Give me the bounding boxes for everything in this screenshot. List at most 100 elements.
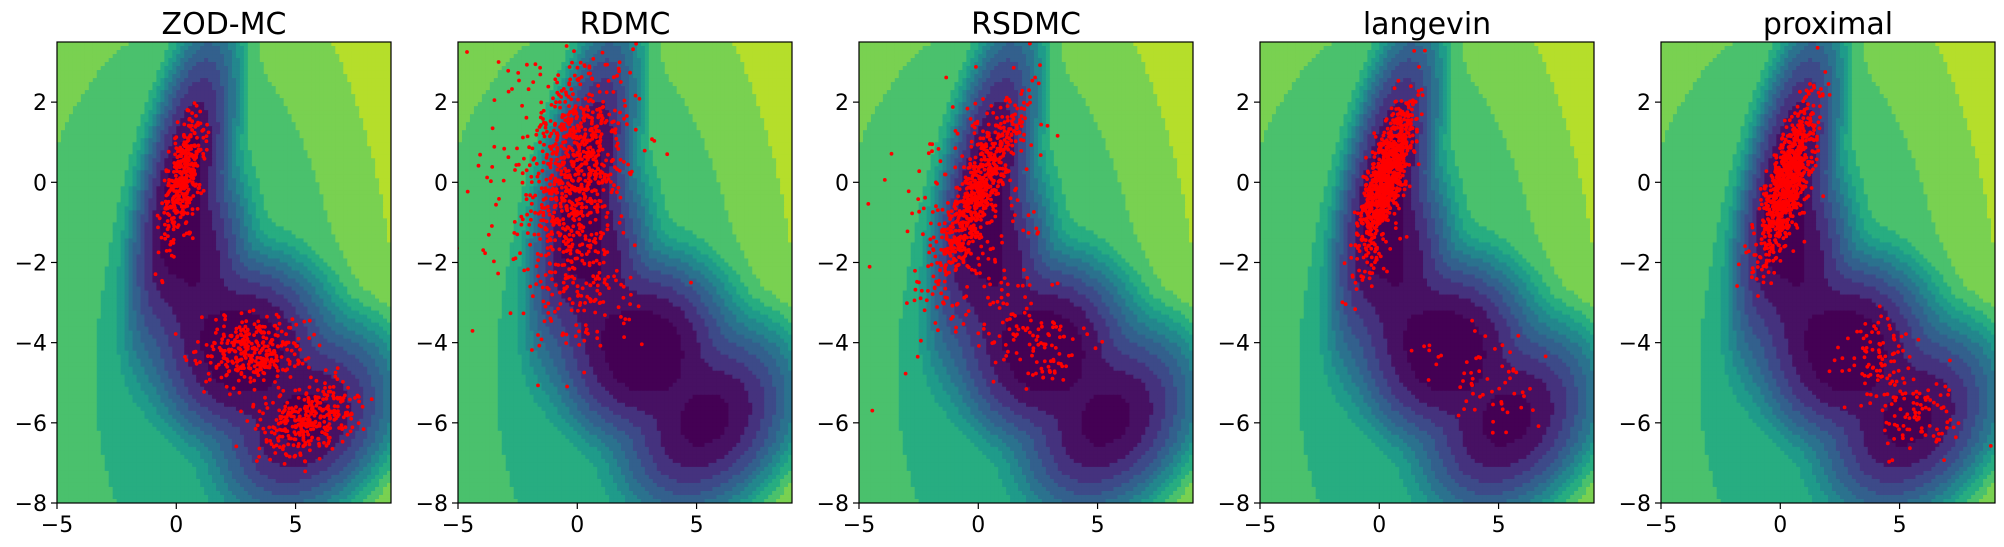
scatter-point — [1766, 199, 1771, 203]
scatter-point — [1373, 216, 1378, 220]
scatter-point — [271, 400, 275, 405]
scatter-point — [617, 168, 622, 173]
scatter-point — [246, 332, 251, 336]
scatter-point — [955, 185, 960, 190]
scatter-point — [490, 126, 495, 131]
scatter-point — [571, 224, 576, 229]
scatter-point — [1003, 343, 1008, 347]
scatter-point — [981, 136, 986, 141]
scatter-point — [1399, 99, 1404, 103]
scatter-point — [1759, 241, 1764, 246]
scatter-point — [1935, 427, 1939, 432]
scatter-point — [1050, 376, 1055, 381]
scatter-point — [905, 301, 909, 305]
scatter-point — [180, 191, 185, 196]
scatter-point — [993, 141, 997, 146]
scatter-point — [514, 163, 519, 167]
x-tick-label: −5 — [843, 513, 875, 538]
scatter-point — [1395, 125, 1400, 130]
scatter-point — [1464, 360, 1469, 364]
scatter-point — [177, 194, 181, 198]
scatter-point — [1793, 111, 1797, 115]
scatter-point — [1809, 131, 1813, 136]
scatter-point — [1945, 420, 1950, 425]
scatter-point — [1409, 348, 1414, 353]
scatter-point — [1796, 129, 1801, 134]
scatter-point — [273, 451, 278, 455]
scatter-point — [565, 225, 570, 230]
scatter-point — [585, 184, 590, 188]
scatter-point — [606, 79, 611, 83]
scatter-point — [1055, 281, 1060, 286]
scatter-point — [593, 217, 598, 222]
scatter-point — [492, 144, 497, 149]
scatter-point — [866, 202, 871, 206]
scatter-point — [292, 437, 297, 441]
scatter-point — [248, 380, 253, 384]
contour-background — [458, 42, 792, 503]
scatter-point — [1956, 421, 1961, 425]
scatter-point — [327, 422, 332, 426]
scatter-point — [993, 360, 998, 365]
scatter-point — [1386, 187, 1391, 192]
scatter-point — [1426, 378, 1431, 382]
scatter-point — [604, 158, 608, 163]
scatter-point — [1896, 368, 1901, 373]
scatter-point — [605, 282, 609, 287]
y-tick-label: −8 — [416, 492, 448, 517]
scatter-point — [601, 248, 606, 252]
scatter-point — [995, 116, 999, 120]
scatter-point — [534, 132, 539, 137]
scatter-point — [1901, 376, 1905, 381]
scatter-point — [1462, 407, 1466, 411]
scatter-point — [1895, 423, 1899, 428]
scatter-point — [917, 169, 922, 174]
scatter-point — [494, 202, 498, 207]
scatter-point — [595, 288, 600, 293]
scatter-point — [615, 141, 620, 146]
scatter-point — [1767, 238, 1772, 243]
scatter-point — [571, 233, 576, 238]
scatter-point — [1365, 212, 1370, 217]
scatter-point — [970, 170, 975, 175]
scatter-point — [1382, 177, 1387, 182]
scatter-point — [574, 323, 579, 327]
scatter-point — [603, 277, 607, 282]
scatter-point — [1008, 196, 1013, 201]
scatter-point — [1026, 213, 1031, 218]
scatter-point — [579, 157, 584, 162]
scatter-point — [552, 128, 556, 133]
scatter-point — [969, 186, 974, 191]
scatter-point — [293, 424, 298, 428]
scatter-point — [590, 136, 595, 141]
scatter-point — [1375, 192, 1379, 197]
scatter-point — [586, 99, 591, 103]
scatter-point — [565, 384, 569, 389]
scatter-point — [938, 159, 943, 164]
scatter-point — [593, 199, 597, 204]
scatter-point — [579, 201, 584, 206]
scatter-point — [962, 200, 966, 205]
scatter-point — [286, 442, 291, 447]
scatter-point — [607, 286, 611, 290]
scatter-point — [1002, 276, 1007, 280]
scatter-point — [1892, 414, 1897, 418]
scatter-point — [993, 130, 998, 135]
scatter-point — [1369, 246, 1374, 251]
scatter-point — [998, 121, 1003, 126]
scatter-point — [1785, 220, 1790, 225]
scatter-point — [267, 330, 271, 335]
scatter-point — [995, 171, 999, 176]
scatter-point — [548, 316, 553, 321]
scatter-point — [219, 347, 223, 352]
scatter-point — [548, 182, 552, 187]
scatter-point — [546, 204, 550, 209]
scatter-point — [989, 219, 994, 224]
scatter-point — [1866, 374, 1871, 379]
scatter-point — [1783, 196, 1788, 200]
scatter-point — [979, 200, 984, 205]
scatter-point — [614, 278, 618, 283]
scatter-point — [1427, 343, 1432, 348]
scatter-point — [1013, 213, 1017, 218]
scatter-point — [274, 418, 279, 422]
